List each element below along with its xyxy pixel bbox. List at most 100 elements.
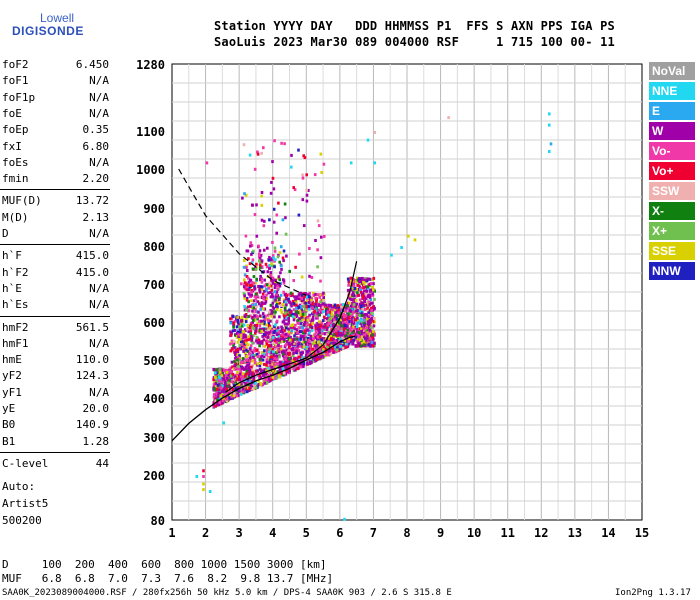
echo-pixel bbox=[227, 396, 231, 400]
echo-pixel bbox=[330, 337, 333, 341]
echo-pixel bbox=[245, 296, 249, 300]
echo-pixel bbox=[352, 338, 355, 342]
y-tick-label: 700 bbox=[143, 278, 165, 292]
echo-pixel bbox=[342, 318, 345, 322]
echo-pixel bbox=[266, 340, 269, 344]
echo-pixel bbox=[299, 312, 302, 316]
echo-pixel bbox=[298, 344, 302, 348]
echo-pixel bbox=[356, 321, 359, 325]
echo-pixel bbox=[365, 289, 368, 293]
echo-pixel bbox=[212, 368, 215, 371]
echo-pixel bbox=[359, 327, 363, 331]
echo-pixel bbox=[347, 337, 351, 341]
echo-pixel bbox=[348, 297, 352, 301]
echo-pixel bbox=[260, 319, 263, 323]
echo-pixel bbox=[270, 363, 274, 367]
echo-pixel bbox=[260, 265, 264, 269]
echo-pixel bbox=[325, 317, 329, 321]
echo-pixel bbox=[278, 302, 282, 306]
echo-pixel bbox=[258, 288, 261, 292]
echo-pixel bbox=[329, 330, 332, 334]
echo-pixel bbox=[274, 310, 277, 314]
logo-line2: DIGISONDE bbox=[12, 24, 84, 38]
echo-pixel bbox=[351, 307, 354, 311]
echo-pixel bbox=[328, 310, 331, 314]
echo-pixel bbox=[319, 152, 323, 156]
echo-pixel bbox=[234, 375, 237, 379]
echo-pixel bbox=[324, 348, 328, 351]
echo-pixel bbox=[350, 320, 353, 324]
echo-pixel bbox=[224, 373, 228, 377]
echo-pixel bbox=[370, 317, 373, 321]
echo-pixel bbox=[287, 371, 291, 375]
legend-item: E bbox=[649, 102, 695, 120]
echo-pixel bbox=[331, 308, 334, 312]
isolated-echo bbox=[548, 112, 551, 116]
echo-pixel bbox=[319, 350, 322, 354]
footer-file-info: SAA0K_2023089004000.RSF / 280fx256h 50 k… bbox=[2, 588, 452, 598]
echo-pixel bbox=[318, 313, 321, 317]
echo-pixel bbox=[222, 377, 226, 381]
param-row: foEs N/A bbox=[2, 155, 109, 171]
echo-pixel bbox=[272, 338, 275, 342]
echo-pixel bbox=[236, 358, 239, 362]
echo-pixel bbox=[275, 319, 279, 323]
echo-pixel bbox=[254, 268, 258, 271]
echo-pixel bbox=[283, 314, 286, 318]
echo-pixel bbox=[282, 360, 285, 364]
echo-pixel bbox=[305, 173, 308, 177]
echo-pixel bbox=[239, 322, 242, 326]
echo-pixel bbox=[265, 369, 268, 373]
echo-pixel bbox=[335, 313, 339, 317]
echo-pixel bbox=[254, 310, 258, 313]
echo-pixel bbox=[273, 296, 276, 300]
echo-pixel bbox=[263, 349, 266, 353]
echo-pixel bbox=[304, 292, 308, 296]
legend-item: SSW bbox=[649, 182, 695, 200]
isolated-echo bbox=[400, 246, 403, 249]
echo-pixel bbox=[224, 385, 227, 389]
echo-pixel bbox=[357, 331, 361, 335]
echo-pixel bbox=[247, 330, 250, 334]
echo-pixel bbox=[288, 313, 292, 317]
echo-pixel bbox=[240, 343, 244, 347]
echo-pixel bbox=[316, 349, 320, 353]
echo-pixel bbox=[277, 282, 281, 286]
echo-pixel bbox=[320, 327, 324, 331]
echo-pixel bbox=[270, 309, 274, 313]
echo-pixel bbox=[329, 352, 332, 356]
echo-pixel bbox=[305, 317, 308, 320]
echo-pixel bbox=[259, 382, 263, 386]
echo-pixel bbox=[288, 269, 291, 273]
echo-pixel bbox=[296, 367, 299, 371]
echo-pixel bbox=[283, 142, 286, 146]
echo-pixel bbox=[285, 351, 288, 355]
echo-pixel bbox=[256, 152, 260, 156]
echo-pixel bbox=[277, 346, 281, 350]
echo-pixel bbox=[292, 367, 295, 371]
echo-pixel bbox=[326, 307, 330, 311]
echo-pixel bbox=[363, 289, 366, 293]
echo-pixel bbox=[293, 295, 296, 299]
echo-pixel bbox=[231, 329, 235, 333]
echo-pixel bbox=[248, 285, 251, 289]
echo-pixel bbox=[220, 380, 224, 384]
y-tick-label: 300 bbox=[143, 431, 165, 445]
echo-pixel bbox=[340, 303, 343, 307]
echo-pixel bbox=[294, 366, 298, 370]
echo-pixel bbox=[275, 373, 278, 377]
echo-pixel bbox=[254, 302, 257, 306]
param-value: 6.80 bbox=[82, 139, 110, 153]
echo-pixel bbox=[242, 372, 245, 376]
echo-pixel bbox=[362, 322, 366, 326]
x-tick-label: 7 bbox=[370, 526, 377, 540]
echo-pixel bbox=[320, 171, 323, 174]
echo-pixel bbox=[251, 341, 254, 345]
echo-pixel bbox=[277, 201, 280, 205]
echo-pixel bbox=[246, 324, 250, 328]
echo-pixel bbox=[327, 351, 330, 355]
echo-pixel bbox=[230, 360, 234, 364]
echo-pixel bbox=[215, 370, 218, 374]
echo-pixel bbox=[356, 283, 359, 287]
echo-pixel bbox=[245, 338, 248, 342]
